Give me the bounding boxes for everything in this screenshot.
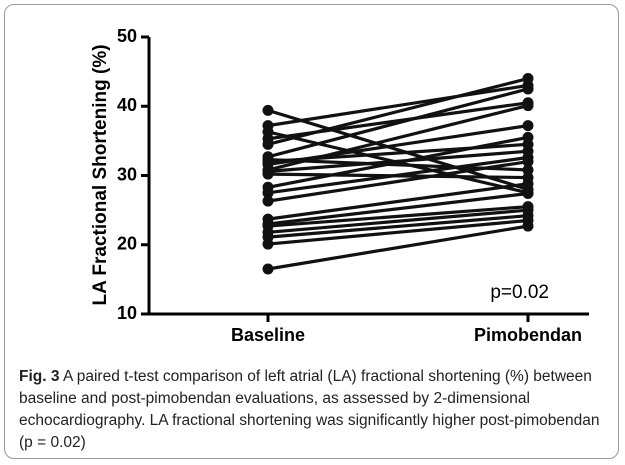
point	[522, 100, 534, 112]
chart: LA Fractional Shortening (%) p=0.02 10 20…	[90, 26, 589, 345]
pair-line	[267, 191, 529, 226]
point	[262, 238, 274, 250]
caption: Fig. 3 A paired t-test comparison of lef…	[19, 366, 609, 454]
y-tick-label: 20	[117, 234, 137, 254]
point	[522, 83, 534, 95]
pair-line	[267, 83, 529, 128]
pair-line	[267, 142, 529, 164]
point	[262, 187, 274, 199]
pair-line	[267, 224, 529, 271]
point	[262, 138, 274, 150]
point	[522, 164, 534, 176]
pair-line	[267, 208, 529, 234]
pair-line	[267, 218, 529, 246]
pair-line	[267, 205, 529, 228]
y-tick-label: 10	[117, 303, 137, 323]
annotation: p=0.02	[490, 282, 549, 303]
point	[522, 120, 534, 132]
y-axis-label: LA Fractional Shortening (%)	[90, 44, 111, 305]
pair-line	[267, 87, 529, 159]
pair-line	[267, 182, 529, 221]
point	[262, 156, 274, 168]
x-tick-label: Pimobendan	[474, 325, 582, 345]
point	[262, 218, 274, 230]
point	[262, 195, 274, 207]
point	[262, 104, 274, 116]
point	[522, 178, 534, 190]
point	[262, 263, 274, 275]
caption-text: A paired t-test comparison of left atria…	[19, 368, 600, 451]
pair-line	[267, 155, 529, 195]
pair-line	[267, 76, 529, 146]
point	[522, 138, 534, 150]
y-tick-label: 50	[117, 26, 137, 46]
point	[522, 73, 534, 85]
y-tick-label: 30	[117, 164, 137, 184]
x-tick-label: Baseline	[231, 325, 305, 345]
point	[522, 156, 534, 168]
point	[522, 188, 534, 200]
figure-frame: LA Fractional Shortening (%) p=0.02 10 20…	[4, 4, 619, 459]
point	[522, 220, 534, 232]
caption-label: Fig. 3	[19, 368, 60, 385]
y-tick-label: 40	[117, 95, 137, 115]
point	[262, 164, 274, 176]
pair-line	[267, 160, 529, 203]
pair-line	[267, 214, 529, 239]
